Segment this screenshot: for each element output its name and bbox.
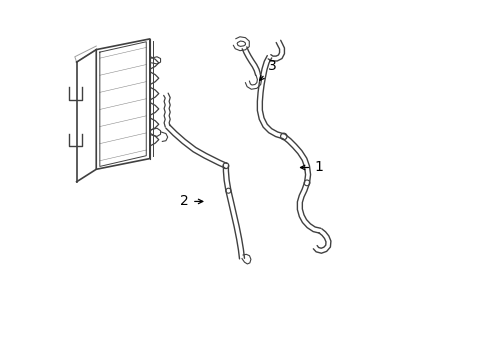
Text: 1: 1 — [300, 161, 323, 175]
Text: 2: 2 — [180, 194, 203, 208]
Text: 3: 3 — [259, 59, 276, 80]
